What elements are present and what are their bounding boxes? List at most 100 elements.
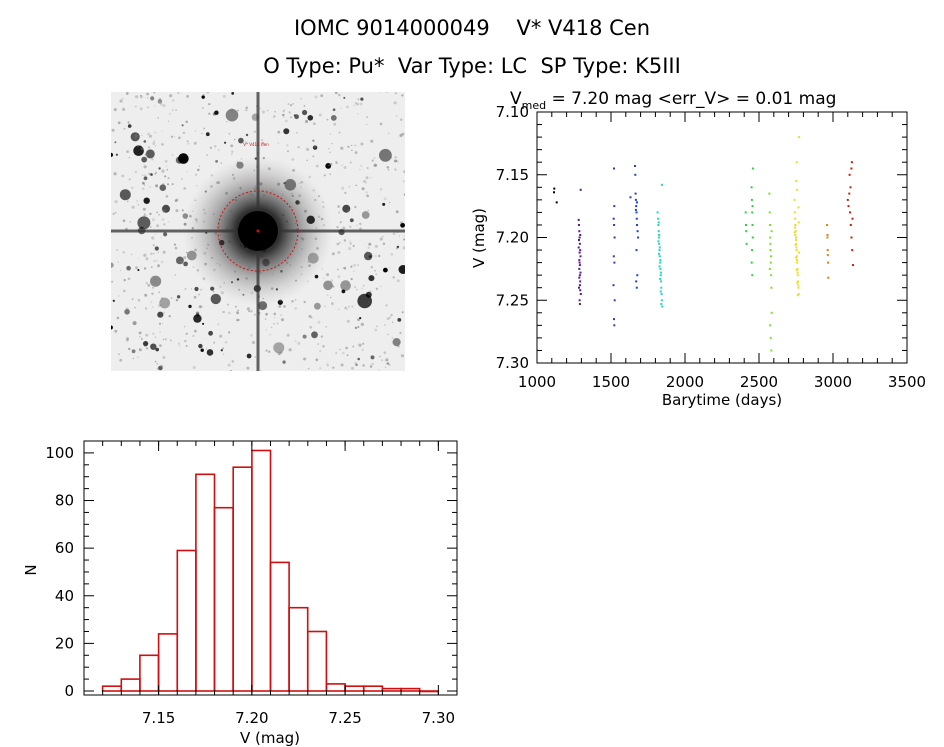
background-noise bbox=[168, 315, 171, 318]
background-noise bbox=[230, 109, 234, 112]
background-noise bbox=[383, 197, 387, 201]
lc-point bbox=[660, 299, 663, 302]
histogram-bar bbox=[400, 687, 421, 692]
lc-point bbox=[657, 240, 660, 243]
background-noise bbox=[167, 120, 170, 122]
background-noise bbox=[267, 110, 269, 112]
background-noise bbox=[310, 316, 313, 319]
background-noise bbox=[154, 105, 156, 107]
background-noise bbox=[156, 367, 159, 370]
background-noise bbox=[324, 305, 326, 307]
background-noise bbox=[119, 99, 123, 103]
lc-point bbox=[850, 236, 853, 239]
background-star bbox=[145, 149, 155, 159]
lc-point bbox=[850, 161, 853, 164]
background-noise bbox=[395, 210, 399, 214]
lc-point bbox=[635, 286, 638, 289]
background-noise bbox=[315, 358, 319, 362]
lc-point bbox=[850, 167, 853, 170]
background-noise bbox=[362, 342, 365, 345]
background-noise bbox=[144, 345, 147, 348]
lc-ytick-label: 7.25 bbox=[496, 291, 529, 309]
background-noise bbox=[378, 254, 381, 258]
lc-point bbox=[578, 286, 580, 289]
background-noise bbox=[346, 354, 349, 357]
background-noise bbox=[151, 266, 153, 268]
background-noise bbox=[143, 213, 147, 217]
background-star bbox=[294, 114, 299, 120]
background-noise bbox=[314, 145, 317, 148]
background-noise bbox=[335, 352, 338, 354]
background-noise bbox=[290, 116, 293, 119]
background-noise bbox=[224, 341, 228, 344]
background-noise bbox=[226, 121, 228, 123]
background-noise bbox=[374, 244, 378, 248]
background-noise bbox=[146, 92, 149, 96]
background-noise bbox=[149, 212, 152, 216]
background-noise bbox=[113, 108, 117, 112]
background-noise bbox=[381, 359, 383, 361]
background-noise bbox=[228, 132, 231, 135]
background-star bbox=[194, 286, 199, 292]
background-noise bbox=[357, 325, 360, 329]
background-star bbox=[341, 289, 346, 294]
background-noise bbox=[246, 366, 250, 370]
lc-xtick-label: 2500 bbox=[740, 373, 778, 391]
background-noise bbox=[338, 93, 341, 97]
background-noise bbox=[380, 188, 383, 191]
background-noise bbox=[287, 150, 289, 153]
background-noise bbox=[329, 173, 332, 175]
background-noise bbox=[160, 315, 163, 318]
sky-image: V* V418 Cen bbox=[110, 91, 406, 372]
lc-point bbox=[795, 242, 798, 245]
lc-point bbox=[796, 259, 798, 262]
background-noise bbox=[402, 180, 405, 183]
background-noise bbox=[394, 168, 397, 171]
lc-point bbox=[744, 211, 747, 214]
background-noise bbox=[235, 305, 237, 308]
background-noise bbox=[154, 131, 157, 134]
background-noise bbox=[230, 153, 233, 156]
lc-point bbox=[658, 252, 660, 255]
lc-point bbox=[577, 246, 580, 249]
background-star bbox=[175, 156, 183, 164]
lc-point bbox=[555, 201, 558, 204]
background-noise bbox=[280, 351, 283, 354]
background-noise bbox=[116, 249, 119, 252]
lc-point bbox=[634, 198, 637, 201]
lc-point bbox=[613, 236, 616, 239]
histogram-ylabel: N bbox=[22, 564, 40, 575]
lc-point bbox=[579, 271, 582, 274]
background-noise bbox=[374, 255, 377, 258]
lc-point bbox=[637, 236, 640, 239]
background-noise bbox=[339, 348, 341, 351]
background-noise bbox=[156, 362, 159, 365]
lc-point bbox=[578, 284, 581, 287]
background-noise bbox=[151, 218, 155, 222]
background-noise bbox=[303, 357, 307, 361]
background-noise bbox=[367, 246, 370, 249]
target-label: V* V418 Cen bbox=[243, 142, 269, 147]
background-noise bbox=[373, 157, 376, 160]
background-noise bbox=[114, 329, 118, 333]
page-title: IOMC 9014000049 V* V418 Cen bbox=[293, 16, 651, 40]
background-noise bbox=[349, 240, 351, 242]
lc-ytick-label: 7.15 bbox=[496, 166, 529, 184]
background-star bbox=[379, 148, 392, 162]
background-noise bbox=[158, 304, 161, 307]
background-noise bbox=[326, 273, 329, 277]
background-noise bbox=[222, 353, 225, 356]
lc-point bbox=[797, 221, 800, 224]
background-noise bbox=[357, 318, 360, 321]
background-star bbox=[201, 95, 205, 99]
background-noise bbox=[283, 109, 286, 112]
background-noise bbox=[117, 261, 119, 263]
hist-xtick-label: 7.20 bbox=[235, 709, 268, 727]
background-star bbox=[224, 141, 227, 144]
background-noise bbox=[366, 250, 369, 253]
background-noise bbox=[277, 352, 281, 356]
lc-point bbox=[826, 249, 829, 252]
background-noise bbox=[144, 174, 147, 177]
background-noise bbox=[206, 154, 208, 156]
background-noise bbox=[184, 288, 187, 290]
